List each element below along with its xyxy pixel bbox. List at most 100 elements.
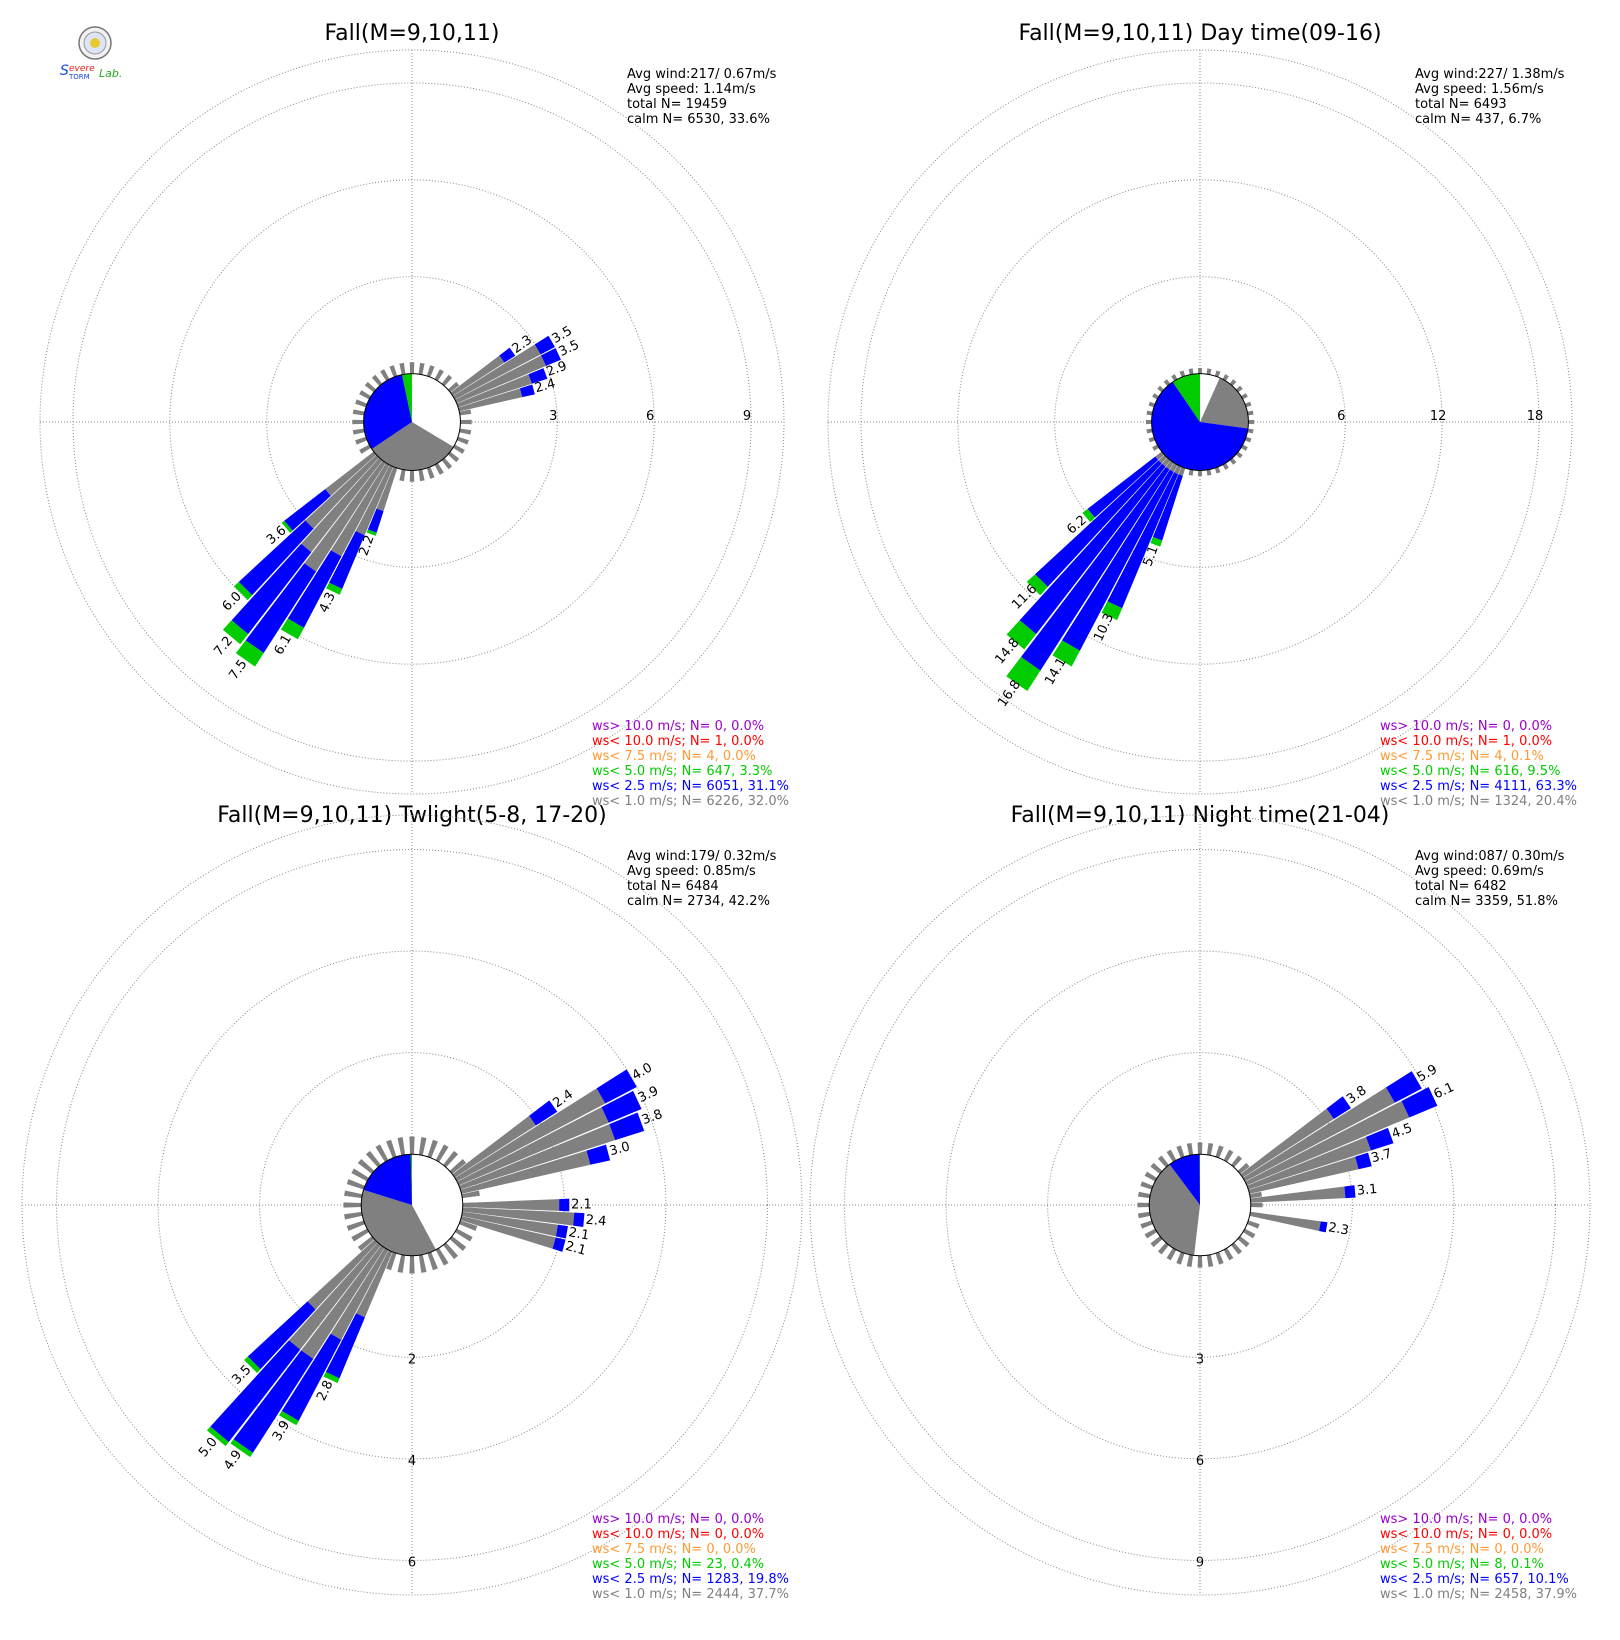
ring-label: 3	[1196, 1352, 1204, 1367]
ring-label: 6	[1196, 1454, 1204, 1469]
calm-slice-lt25	[1151, 381, 1249, 471]
minor-bar	[1242, 1228, 1256, 1239]
bar-segment-lt25	[247, 1301, 316, 1370]
stats-line: total N= 6493	[1415, 97, 1507, 112]
stats-line: calm N= 2734, 42.2%	[627, 894, 770, 909]
legend-entry: ws< 10.0 m/s; N= 0, 0.0%	[592, 1527, 764, 1542]
minor-bar	[447, 381, 460, 393]
minor-bar	[1150, 1236, 1163, 1248]
minor-bar	[1150, 1162, 1163, 1174]
wind-bar: 3.0	[460, 1139, 632, 1194]
minor-bar	[1206, 368, 1212, 375]
legend-entry: ws< 1.0 m/s; N= 1324, 20.4%	[1380, 794, 1577, 809]
minor-bar	[1137, 1202, 1150, 1208]
bar-segment-lt1	[1246, 1136, 1371, 1190]
minor-bar	[1215, 1252, 1224, 1265]
bar-value-label: 2.1	[567, 1225, 590, 1243]
bar-segment-lt25	[245, 563, 317, 653]
wind-bar: 6.0	[220, 454, 380, 614]
bar-segment-lt25	[1401, 1086, 1438, 1118]
bar-segment-lt1	[1240, 1108, 1334, 1178]
wind-bar: 6.1	[1245, 1080, 1457, 1186]
minor-bar	[1248, 419, 1255, 425]
minor-bar	[1206, 1254, 1214, 1268]
minor-bar	[1152, 444, 1160, 451]
bar-segment-lt25	[329, 531, 365, 589]
calm-slice-white	[1200, 373, 1220, 422]
minor-bar	[389, 365, 398, 378]
bar-segment-lt1	[454, 1088, 606, 1182]
ring-label: 3	[549, 409, 557, 424]
minor-bar	[386, 1139, 397, 1158]
bar-segment-lt1	[1178, 466, 1186, 476]
ring-label: 12	[1430, 409, 1447, 424]
bar-segment-lt1	[458, 388, 523, 412]
bar-segment-lt25	[601, 1090, 642, 1123]
minor-bar	[447, 451, 460, 463]
minor-bar	[399, 469, 406, 482]
minor-bar	[352, 428, 365, 435]
bar-value-label: 2.3	[1327, 1220, 1350, 1238]
wind-bar: 3.9	[270, 1247, 389, 1444]
minor-bar	[1197, 1142, 1203, 1155]
bar-value-label: 4.9	[221, 1447, 245, 1473]
minor-bar	[1223, 1247, 1234, 1261]
bar-segment-lt25	[1087, 456, 1159, 518]
bar-segment-lt1	[376, 466, 398, 512]
svg-text:S: S	[60, 63, 69, 79]
minor-bar	[359, 390, 372, 400]
stats-line: calm N= 6530, 33.6%	[627, 112, 770, 127]
minor-bar	[426, 466, 435, 479]
minor-bar	[418, 362, 425, 375]
legend-entry: ws< 7.5 m/s; N= 0, 0.0%	[592, 1542, 756, 1557]
minor-bar	[380, 369, 390, 382]
bar-value-label: 2.2	[356, 533, 377, 558]
minor-bar	[449, 1158, 467, 1174]
minor-bar	[456, 436, 469, 445]
bar-segment-lt25	[499, 347, 516, 363]
bar-segment-lt5	[1082, 508, 1095, 522]
stats-line: Avg speed: 1.14m/s	[627, 82, 756, 97]
calm-slice-lt5	[1172, 373, 1200, 422]
minor-bar	[1186, 1254, 1194, 1268]
panel-title: Fall(M=9,10,11) Day time(09-16)	[1018, 21, 1381, 46]
windrose-panel-4: Fall(M=9,10,11) Night time(21-04)3693.85…	[809, 803, 1591, 1602]
legend-entry: ws< 2.5 m/s; N= 6051, 31.1%	[592, 779, 789, 794]
calm-slice-lt1	[1149, 1164, 1200, 1256]
minor-bar	[346, 1220, 365, 1231]
wind-bar: 2.4	[458, 376, 557, 412]
bar-segment-lt1	[460, 1150, 591, 1194]
bar-segment-lt1	[1155, 451, 1165, 461]
minor-bar	[1223, 1149, 1234, 1163]
minor-bar	[1222, 462, 1229, 470]
minor-bar	[1157, 1242, 1169, 1255]
legend-entry: ws< 1.0 m/s; N= 6226, 32.0%	[592, 794, 789, 809]
bar-segment-lt1	[452, 344, 541, 400]
bar-value-label: 5.9	[1415, 1062, 1440, 1085]
minor-bar	[409, 362, 415, 374]
bar-segment-lt25	[1107, 472, 1179, 609]
minor-bar	[1186, 1142, 1194, 1156]
bar-segment-lt25	[528, 368, 548, 384]
stats-line: Avg wind:179/ 0.32m/s	[627, 849, 777, 864]
minor-bar	[1144, 1228, 1158, 1239]
calm-slice-lt25	[1169, 1154, 1200, 1205]
bar-segment-lt1	[456, 374, 532, 408]
bar-segment-lt25	[552, 1237, 566, 1252]
minor-bar	[1240, 444, 1248, 451]
minor-bar	[452, 444, 465, 454]
minor-bar	[1197, 1255, 1203, 1268]
minor-bar	[1206, 1142, 1214, 1156]
bar-segment-lt25	[1344, 1185, 1356, 1199]
bar-segment-lt1	[1248, 1156, 1359, 1194]
minor-bar	[355, 399, 368, 408]
wind-bar: 2.3	[1249, 1211, 1350, 1239]
bar-segment-lt1	[1174, 465, 1182, 475]
minor-bar	[409, 470, 415, 482]
grid-ring	[56, 849, 768, 1561]
minor-bar	[1250, 1202, 1263, 1208]
legend-entry: ws> 10.0 m/s; N= 0, 0.0%	[1380, 719, 1552, 734]
calm-circle	[1151, 373, 1249, 471]
bar-segment-lt5	[244, 1356, 261, 1373]
minor-bar	[460, 419, 472, 425]
